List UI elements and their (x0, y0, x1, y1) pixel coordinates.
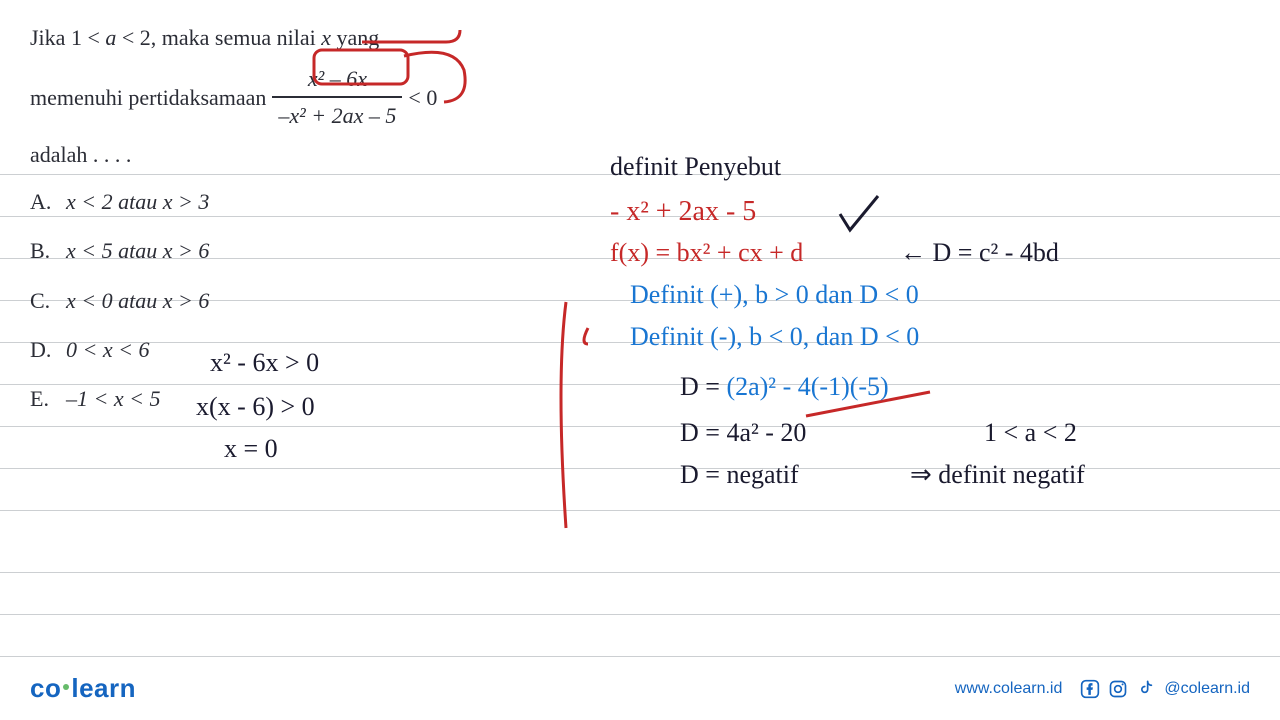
work-right-2: - x² + 2ax - 5 (610, 196, 756, 228)
work-right-8b: ⇒ definit negatif (910, 460, 1085, 490)
work-right-7a: D = 4a² - 20 (680, 418, 806, 448)
footer-right: www.colearn.id @colearn.id (955, 679, 1250, 699)
work-right-5: Definit (-), b < 0, dan D < 0 (630, 322, 919, 352)
instagram-icon (1108, 679, 1128, 699)
text: (2a)² - 4(-1)(-5) (726, 372, 888, 401)
footer-url: www.colearn.id (955, 680, 1063, 698)
social-icons: @colearn.id (1080, 679, 1250, 699)
footer-handle: @colearn.id (1164, 680, 1250, 698)
work-right-3b: ← D = c² - 4bd (900, 238, 1059, 268)
work-left-3: x = 0 (224, 434, 278, 464)
logo-right: learn (71, 673, 136, 703)
footer: colearn www.colearn.id @colearn.id (30, 673, 1250, 704)
logo-dot-icon (63, 684, 69, 690)
logo: colearn (30, 673, 136, 704)
work-right-6: D = (2a)² - 4(-1)(-5) (680, 372, 889, 402)
work-left-1: x² - 6x > 0 (210, 348, 319, 378)
work-right-8a: D = negatif (680, 460, 799, 490)
work-left-2: x(x - 6) > 0 (196, 392, 315, 422)
work-right-1: definit Penyebut (610, 152, 781, 182)
text: D = (680, 372, 726, 401)
annotation-overlay (0, 0, 1280, 720)
work-right-4: Definit (+), b > 0 dan D < 0 (630, 280, 919, 310)
logo-left: co (30, 673, 61, 703)
tiktok-icon (1136, 679, 1156, 699)
work-right-3a: f(x) = bx² + cx + d (610, 238, 803, 268)
facebook-icon (1080, 679, 1100, 699)
work-right-7b: 1 < a < 2 (984, 418, 1077, 448)
